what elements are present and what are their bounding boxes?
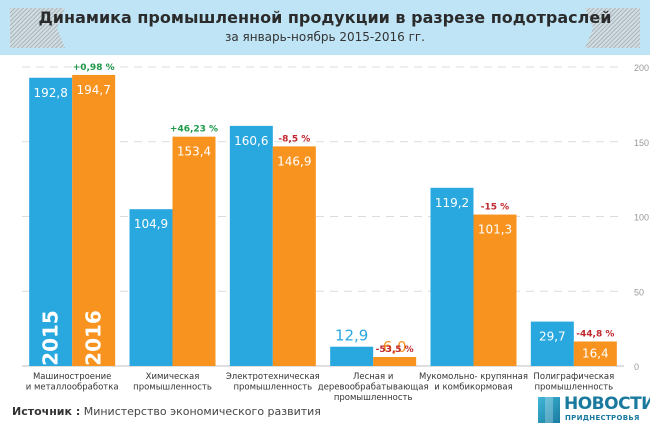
change-label: +46,23 % [170,125,218,135]
category-label: промышленность [334,393,413,403]
y-tick-label: 100 [634,213,649,223]
logo-sub-text: ПРИДНЕСТРОВЬЯ [565,414,640,422]
change-label: -8,5 % [278,134,310,144]
bar-2016 [272,146,316,366]
news-logo: НОВОСТИ ПРИДНЕСТРОВЬЯ [538,394,650,427]
category-label: Лесная и [353,372,393,382]
change-label: -44,8 % [576,329,614,339]
chart-subtitle: за январь-ноябрь 2015-2016 гг. [224,30,425,44]
source-text: Министерство экономического развития [83,405,321,418]
bar-2016 [72,74,116,367]
category-label: деревообрабатывающая [318,383,429,393]
data-label-2015: 12,9 [335,327,368,345]
ribbon-decoration-left [10,8,65,48]
chart-title: Динамика промышленной продукции в разрез… [38,8,612,27]
logo-main-text: НОВОСТИ [564,394,650,414]
y-tick-label: 50 [634,287,644,297]
category-label: Машиностроение [33,372,111,382]
category-label: Полиграфическая [533,372,614,382]
category-label: промышленность [534,383,613,393]
bar-2016 [373,357,417,366]
category-label: Электротехническая [226,372,320,382]
bar-2016 [172,136,216,366]
legend-2016: 2016 [82,310,106,366]
source-label: Источник : [12,405,81,418]
category-label: и металлообработка [26,383,119,393]
data-label-2016: 6,0 [383,338,407,356]
bar-2016 [473,214,517,366]
bar-2015 [29,77,73,366]
bar-2015 [229,125,273,366]
data-label-2015: 119,2 [435,196,469,210]
bar-2015 [530,321,574,366]
category-label: промышленность [233,383,312,393]
legend-2015: 2015 [39,310,63,366]
bar-2015 [129,209,173,366]
data-label-2015: 29,7 [539,330,566,344]
bar-2015 [430,187,474,366]
data-label-2016: 146,9 [277,154,311,168]
change-label: +0,98 % [73,63,115,73]
bar-2015 [330,346,374,366]
data-label-2015: 104,9 [134,217,168,231]
logo-mark-icon [538,397,560,423]
data-label-2015: 192,8 [33,86,67,100]
category-label: и комбикормовая [434,383,512,393]
y-tick-label: 200 [634,63,649,73]
data-label-2016: 16,4 [582,346,609,360]
data-label-2016: 153,4 [177,145,211,159]
category-label: промышленность [133,383,212,393]
bar-2016 [573,341,617,366]
header-banner: Динамика промышленной продукции в разрез… [0,0,650,55]
ribbon-decoration-right [585,8,640,48]
category-label: Мукомольно- крупянная [419,372,528,382]
change-label: -15 % [481,203,509,213]
y-tick-label: 0 [634,362,639,372]
category-label: Химическая [146,372,200,382]
y-tick-label: 150 [634,138,649,148]
data-label-2015: 160,6 [234,134,268,148]
source-note: Источник : Министерство экономического р… [12,405,321,418]
data-label-2016: 101,3 [478,223,512,237]
data-label-2016: 194,7 [76,83,110,97]
change-label: -53,5 % [376,345,414,355]
